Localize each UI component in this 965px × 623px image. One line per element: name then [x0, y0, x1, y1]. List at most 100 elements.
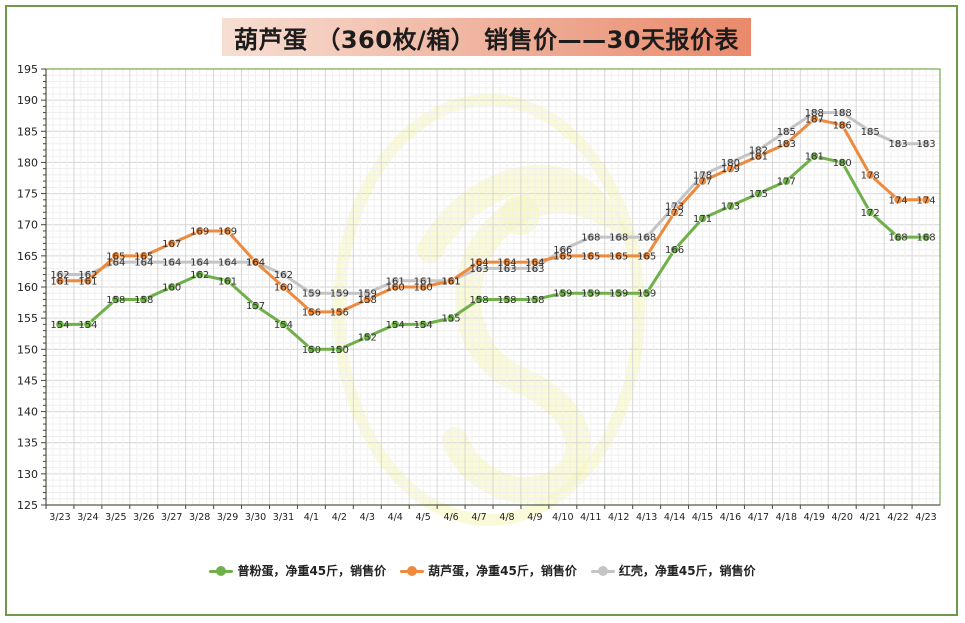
- data-label: 168: [609, 233, 628, 244]
- x-tick-label: 3/28: [189, 512, 210, 523]
- data-label: 161: [78, 276, 97, 287]
- data-point: [530, 257, 540, 267]
- data-label: 174: [889, 195, 908, 206]
- data-label: 185: [861, 127, 880, 138]
- data-label: 159: [637, 289, 656, 300]
- data-point: [222, 276, 233, 286]
- chart-title-banner: 葫芦蛋 （360枚/箱） 销售价——30天报价表: [222, 18, 751, 56]
- y-tick-label: 165: [17, 250, 38, 263]
- data-point: [278, 269, 289, 280]
- data-label: 181: [805, 152, 824, 163]
- data-label: 173: [665, 202, 684, 213]
- x-tick-label: 3/26: [133, 512, 154, 523]
- data-label: 162: [78, 270, 97, 281]
- data-point: [725, 164, 736, 174]
- data-point: [390, 319, 400, 329]
- y-tick-label: 155: [17, 312, 38, 325]
- data-label: 159: [358, 289, 377, 300]
- data-label: 175: [749, 189, 768, 200]
- y-tick-label: 130: [17, 468, 38, 481]
- data-point: [614, 232, 624, 242]
- data-label: 164: [525, 258, 544, 269]
- data-label: 150: [330, 345, 349, 356]
- data-label: 163: [525, 264, 544, 275]
- data-label: 165: [609, 251, 628, 262]
- data-point: [334, 288, 344, 298]
- data-label: 157: [246, 301, 265, 312]
- data-point: [222, 257, 233, 267]
- data-point: [306, 344, 317, 354]
- data-label: 164: [246, 258, 265, 269]
- x-tick-label: 3/25: [105, 512, 126, 523]
- x-tick-label: 4/6: [443, 512, 458, 523]
- data-label: 161: [50, 276, 69, 287]
- y-tick-label: 160: [17, 281, 38, 294]
- data-label: 158: [106, 295, 125, 306]
- data-label: 179: [721, 164, 740, 175]
- data-label: 150: [302, 345, 321, 356]
- data-point: [334, 344, 344, 354]
- data-label: 159: [581, 289, 600, 300]
- x-tick-label: 4/15: [692, 512, 713, 523]
- chart-title: 葫芦蛋 （360枚/箱） 销售价——30天报价表: [234, 25, 739, 54]
- series-line: [58, 117, 928, 314]
- data-label: 168: [581, 233, 600, 244]
- data-point: [167, 238, 177, 248]
- x-tick-label: 4/2: [332, 512, 347, 523]
- x-tick-label: 3/23: [49, 512, 70, 523]
- data-point: [781, 126, 791, 136]
- data-point: [614, 251, 624, 261]
- data-label: 172: [861, 208, 880, 219]
- x-tick-label: 4/23: [915, 512, 936, 523]
- data-point: [502, 294, 512, 305]
- data-point: [195, 257, 205, 267]
- series-line: [58, 154, 928, 351]
- data-label: 158: [358, 295, 377, 306]
- data-point: [55, 276, 65, 286]
- x-tick-label: 3/31: [273, 512, 294, 523]
- data-label: 155: [442, 314, 461, 325]
- data-label: 188: [833, 108, 852, 119]
- legend: 普粉蛋，净重45斤，销售价 葫芦蛋，净重45斤，销售价 红壳，净重45斤，销售价: [0, 562, 965, 579]
- data-point: [167, 257, 177, 267]
- data-point: [865, 126, 875, 136]
- data-point: [83, 319, 93, 329]
- data-label: 183: [916, 139, 935, 150]
- x-tick-label: 3/24: [77, 512, 98, 523]
- x-tick-label: 4/13: [636, 512, 657, 523]
- x-tick-label: 4/22: [887, 512, 908, 523]
- data-label: 154: [386, 320, 405, 331]
- data-point: [837, 120, 847, 130]
- legend-swatch: [209, 565, 234, 577]
- data-point: [642, 232, 652, 242]
- data-label: 154: [78, 320, 97, 331]
- data-point: [502, 257, 512, 267]
- data-label: 158: [134, 295, 153, 306]
- data-point: [921, 232, 931, 242]
- data-point: [474, 294, 484, 305]
- data-label: 161: [442, 276, 461, 287]
- legend-swatch: [400, 565, 425, 577]
- x-tick-label: 3/29: [217, 512, 238, 523]
- data-point: [278, 319, 289, 329]
- data-label: 168: [916, 233, 935, 244]
- data-label: 158: [497, 295, 516, 306]
- data-label: 165: [106, 251, 125, 262]
- data-label: 167: [162, 239, 181, 250]
- data-label: 180: [721, 158, 740, 169]
- data-point: [334, 307, 344, 317]
- data-label: 163: [469, 264, 488, 275]
- data-point: [697, 176, 708, 186]
- data-point: [111, 251, 121, 261]
- y-tick-label: 140: [17, 406, 38, 419]
- data-point: [753, 151, 764, 161]
- data-label: 166: [665, 245, 684, 256]
- x-tick-label: 4/4: [388, 512, 403, 523]
- data-point: [195, 226, 205, 236]
- legend-item: 普粉蛋，净重45斤，销售价: [209, 562, 386, 579]
- y-tick-label: 135: [17, 437, 38, 450]
- x-tick-label: 4/21: [859, 512, 880, 523]
- data-label: 168: [889, 233, 908, 244]
